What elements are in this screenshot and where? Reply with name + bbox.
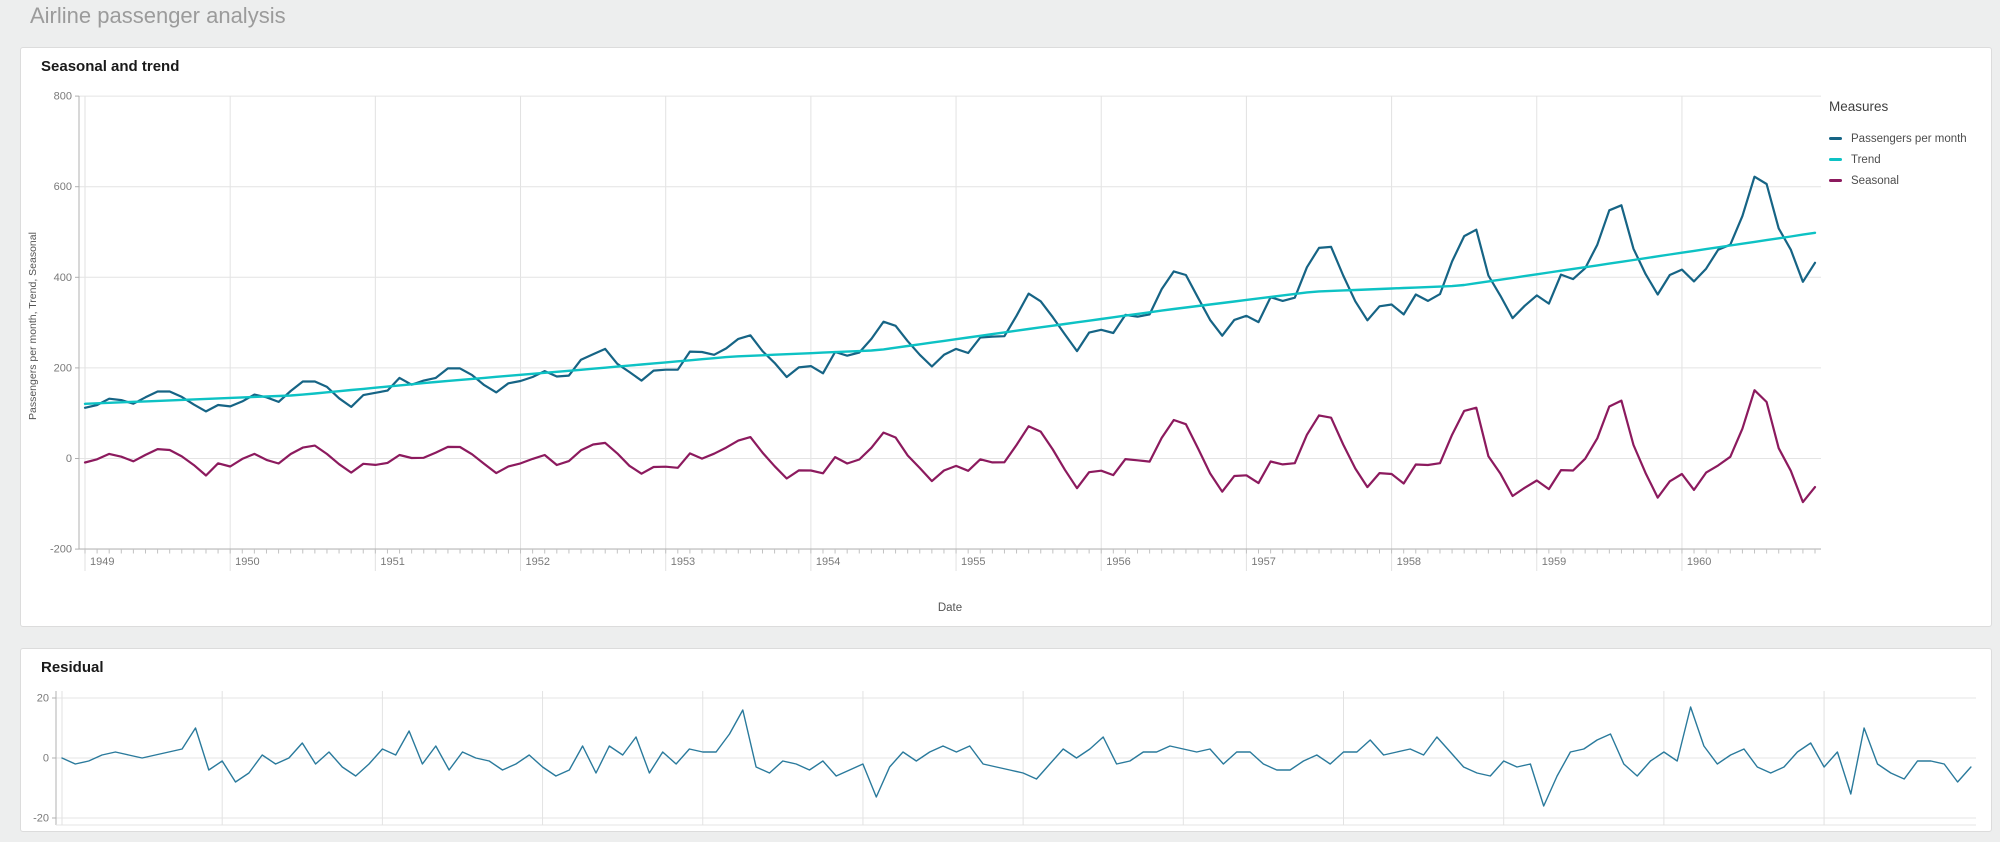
svg-text:1956: 1956: [1106, 556, 1130, 568]
svg-text:800: 800: [54, 91, 72, 103]
svg-text:-200: -200: [50, 544, 72, 556]
svg-text:1950: 1950: [235, 556, 259, 568]
svg-text:600: 600: [54, 181, 72, 193]
page-title: Airline passenger analysis: [30, 3, 286, 28]
legend-marker-dash-icon: [1829, 137, 1842, 140]
trend-line[interactable]: [83, 231, 1817, 405]
svg-text:-20: -20: [33, 813, 49, 825]
legend-item: Passengers per month: [1829, 128, 1991, 149]
residual-chart-card: Residual 20 0 -20: [20, 648, 1992, 832]
residual-line[interactable]: [61, 706, 1972, 807]
svg-text:0: 0: [66, 453, 72, 465]
residual-chart-title: Residual: [41, 659, 104, 676]
seasonal-line[interactable]: [83, 389, 1817, 504]
svg-text:200: 200: [54, 362, 72, 374]
svg-text:1953: 1953: [671, 556, 695, 568]
legend-items: Passengers per month Trend Seasonal: [1829, 128, 1991, 191]
svg-text:1952: 1952: [526, 556, 550, 568]
y-axis-title: Passengers per month, Trend, Seasonal: [27, 232, 39, 420]
x-axis-title: Date: [937, 602, 963, 614]
legend-item-label: Passengers per month: [1851, 132, 1967, 145]
svg-text:20: 20: [37, 693, 49, 705]
svg-text:1959: 1959: [1542, 556, 1566, 568]
seasonal-trend-chart-title: Seasonal and trend: [41, 58, 180, 75]
svg-text:1957: 1957: [1251, 556, 1275, 568]
seasonal-trend-plot-area[interactable]: 800 600 400 200 0 -200 1949 1950 1951 1952 1953 195…: [21, 48, 1991, 626]
seasonal-trend-chart-card: Seasonal and trend 800 600 400 200 0 -200 1949…: [20, 47, 1992, 627]
legend-item-label: Seasonal: [1851, 174, 1899, 187]
svg-text:1958: 1958: [1397, 556, 1421, 568]
legend-title: Measures: [1829, 99, 1889, 114]
svg-text:1949: 1949: [90, 556, 114, 568]
measures-legend: Measures Passengers per month Trend Season…: [1829, 99, 1991, 191]
svg-text:1951: 1951: [380, 556, 404, 568]
svg-text:400: 400: [54, 272, 72, 284]
svg-text:0: 0: [43, 753, 49, 765]
svg-text:1954: 1954: [816, 556, 840, 568]
svg-text:1960: 1960: [1687, 556, 1711, 568]
svg-text:1955: 1955: [961, 556, 985, 568]
legend-item: Seasonal: [1829, 170, 1991, 191]
passengers-per-month-line[interactable]: [83, 175, 1817, 413]
legend-item-label: Trend: [1851, 153, 1881, 166]
legend-item: Trend: [1829, 149, 1991, 170]
legend-marker-dash-icon: [1829, 158, 1842, 161]
residual-plot-area[interactable]: 20 0 -20: [21, 649, 1991, 831]
legend-marker-dash-icon: [1829, 179, 1842, 182]
